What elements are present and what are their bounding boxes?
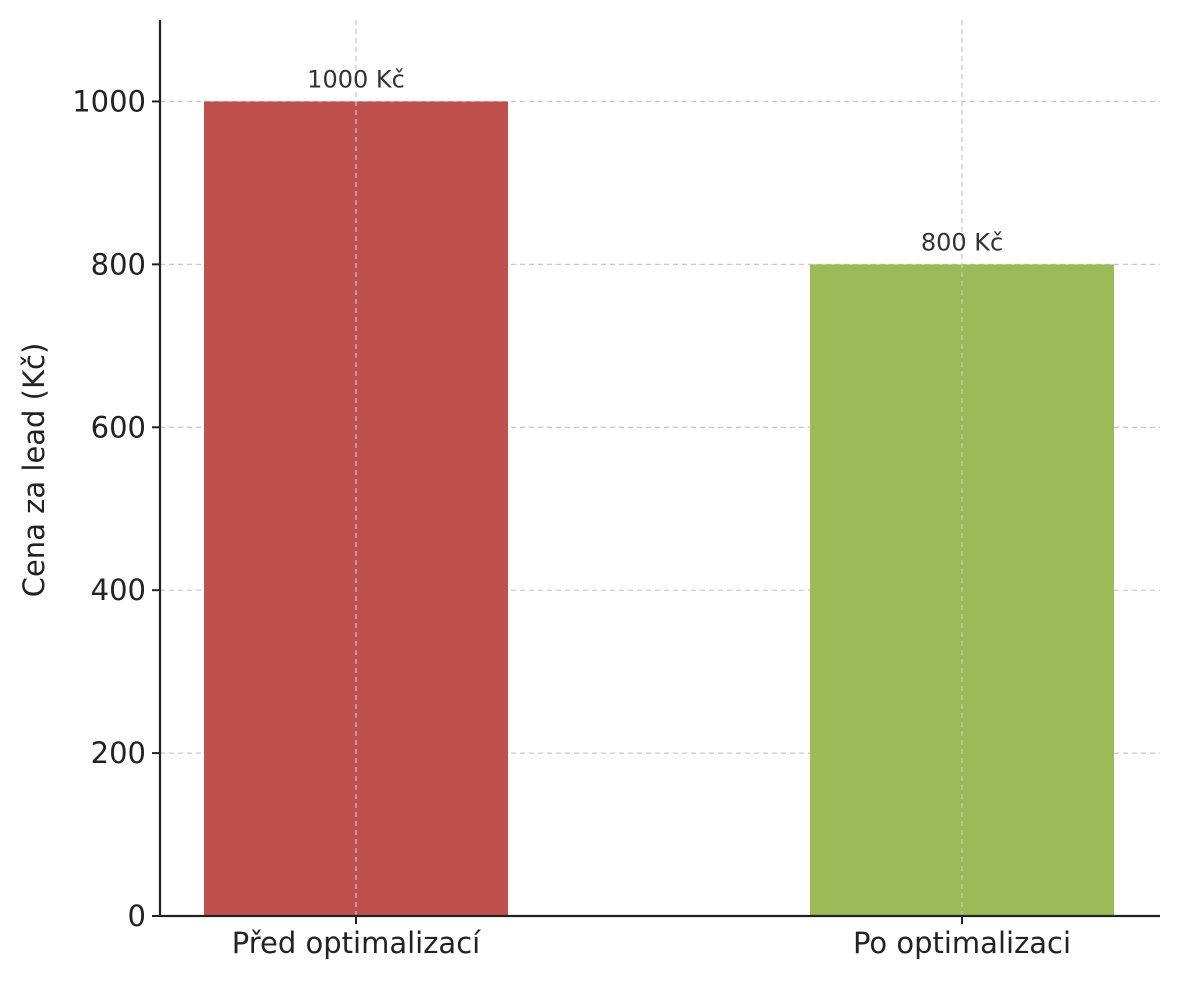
axes — [152, 20, 1160, 924]
labels: 1000 Kč 800 Kč 0 200 400 600 800 1000 Před optim… — [72, 65, 1071, 960]
y-tick-label: 400 — [91, 573, 146, 607]
bars — [204, 101, 1114, 917]
y-tick-label: 0 — [128, 899, 146, 933]
y-tick-label: 800 — [91, 247, 146, 281]
x-tick-label: Po optimalizaci — [853, 926, 1071, 960]
y-tick-label: 200 — [91, 736, 146, 770]
data-label: 800 Kč — [921, 228, 1003, 256]
y-tick-label: 600 — [91, 410, 146, 444]
y-axis-label: Cena za lead (Kč) — [17, 343, 51, 598]
y-tick-label: 1000 — [72, 84, 146, 118]
data-label: 1000 Kč — [307, 65, 405, 93]
x-tick-label: Před optimalizací — [232, 926, 481, 960]
